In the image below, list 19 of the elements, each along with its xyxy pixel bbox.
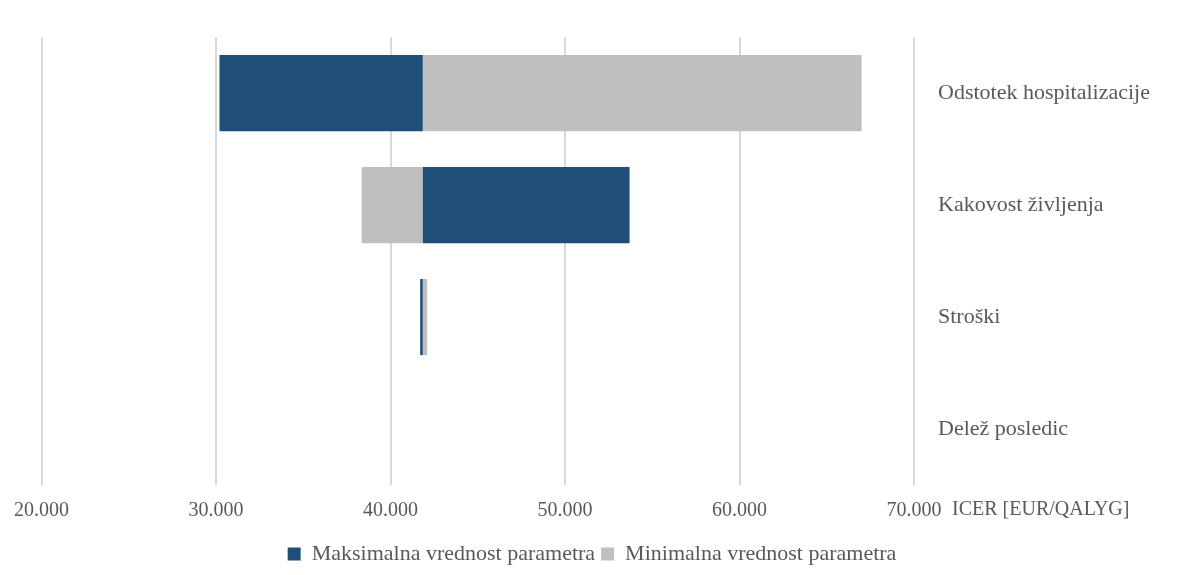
y-tick-label: Odstotek hospitalizacije bbox=[938, 78, 1150, 104]
bar bbox=[420, 279, 423, 356]
y-tick-label: Delež posledic bbox=[938, 414, 1069, 440]
legend-label: Maksimalna vrednost parametra bbox=[311, 539, 596, 565]
y-tick-label: Kakovost življenja bbox=[938, 190, 1104, 216]
bar bbox=[422, 55, 862, 132]
x-tick-label: 30.000 bbox=[188, 498, 244, 521]
bar bbox=[361, 167, 423, 244]
x-tick-label: 70.000 bbox=[886, 498, 942, 521]
bar bbox=[422, 279, 428, 356]
bar bbox=[422, 167, 630, 244]
x-tick-label: 50.000 bbox=[537, 498, 593, 521]
x-axis-title: ICER [EUR/QALYG] bbox=[952, 497, 1130, 520]
y-tick-label: Stroški bbox=[938, 302, 1001, 328]
bar bbox=[219, 55, 423, 132]
x-tick-label: 40.000 bbox=[363, 498, 418, 521]
x-tick-label: 60.000 bbox=[712, 498, 767, 521]
x-tick-label: 20.000 bbox=[14, 498, 69, 521]
legend-label: Minimalna vrednost parametra bbox=[625, 539, 897, 565]
